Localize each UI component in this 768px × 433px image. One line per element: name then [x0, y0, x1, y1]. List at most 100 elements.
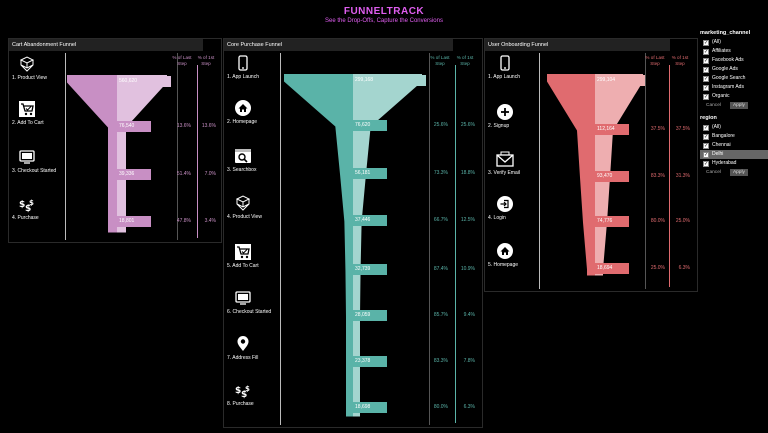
filter-option-label: (All) — [712, 39, 721, 45]
filter-option[interactable]: ✓ Google Ads — [700, 65, 768, 74]
filter-checkbox[interactable]: ✓ — [703, 124, 709, 131]
col-head-last-step: % of Last Step — [172, 55, 192, 66]
filter-cancel-button[interactable]: Cancel — [706, 170, 721, 175]
filter-option-label: Instagram Ads — [712, 84, 744, 90]
panel-title: Cart Abandonment Funnel — [9, 39, 203, 51]
pct-of-first-step: 7.0% — [204, 171, 216, 177]
checkout-icon — [19, 149, 35, 165]
filter-option-label: Google Ads — [712, 66, 738, 72]
stage-value-bar[interactable]: 74,776 — [595, 216, 629, 227]
home-icon — [235, 100, 251, 116]
page-title: FUNNELTRACK — [343, 6, 425, 17]
funnel-right-half — [353, 74, 422, 417]
pct-of-last-step: 80.0% — [650, 218, 665, 224]
stage-value-bar[interactable]: 18,698 — [353, 402, 387, 413]
stage-value-bar[interactable]: 23,378 — [353, 356, 387, 367]
stage-value-bar[interactable]: 28,059 — [353, 310, 387, 321]
filter-checkbox[interactable]: ✓ — [703, 160, 709, 167]
stage-value-bar[interactable]: 560,620 — [117, 76, 171, 87]
filter-option[interactable]: ✓ Affiliates — [700, 47, 768, 56]
filter-checkbox[interactable]: ✓ — [703, 84, 709, 91]
product-view-icon — [19, 56, 35, 72]
stage-label: 3. Checkout Started — [12, 168, 57, 174]
filter-apply-button[interactable]: Apply — [729, 102, 748, 109]
pct-of-last-step: 13.6% — [176, 123, 191, 129]
funnel-right-half — [117, 75, 167, 233]
panel-title: Core Purchase Funnel — [224, 39, 453, 51]
stage-label: 4. Product View — [227, 214, 262, 220]
pct-of-first-step: 13.6% — [201, 123, 216, 129]
stage-divider — [280, 53, 281, 425]
filter-checkbox[interactable]: ✓ — [703, 151, 709, 158]
stage-value-bar[interactable]: 39,336 — [117, 169, 151, 180]
funnel-divider — [177, 53, 178, 240]
stage-label: 3. Verify Email — [488, 170, 520, 176]
stage-value-bar[interactable]: 299,104 — [595, 75, 645, 86]
filter-option[interactable]: ✓ Hyderabad — [700, 159, 768, 168]
pct-divider — [455, 65, 456, 423]
pct-of-last-step: 25.6% — [433, 122, 448, 128]
filter-option-label: Chennai — [712, 142, 731, 148]
filter-option-label: Bangalore — [712, 133, 735, 139]
filter-checkbox[interactable]: ✓ — [703, 75, 709, 82]
page-header: FUNNELTRACK See the Drop-Offs, Capture t… — [0, 6, 768, 24]
stage-label: 2. Add To Cart — [12, 120, 44, 126]
filter-option[interactable]: ✓ (All) — [700, 38, 768, 47]
stage-value-bar[interactable]: 299,168 — [353, 75, 426, 86]
filter-apply-button[interactable]: Apply — [729, 169, 748, 176]
stage-label: 1. App Launch — [488, 74, 520, 80]
filter-cancel-button[interactable]: Cancel — [706, 103, 721, 108]
pct-of-last-step: 47.8% — [176, 218, 191, 224]
pct-divider — [669, 65, 670, 287]
stage-label: 3. Searchbox — [227, 167, 257, 173]
pct-of-first-step: 3.4% — [204, 218, 216, 224]
stage-value-bar[interactable]: 76,540 — [117, 121, 151, 132]
marketing-channel-filter: marketing_channel ✓ (All) ✓ Affiliates ✓ Faceb… — [700, 30, 768, 109]
filter-title: marketing_channel — [700, 30, 751, 36]
stage-divider — [539, 53, 540, 289]
pct-of-first-step: 25.6% — [460, 122, 475, 128]
money-icon: $ $ $ — [235, 382, 251, 400]
filter-checkbox[interactable]: ✓ — [703, 93, 709, 100]
filter-option[interactable]: ✓ (All) — [700, 123, 768, 132]
filter-checkbox[interactable]: ✓ — [703, 142, 709, 149]
pct-of-last-step: 85.7% — [433, 312, 448, 318]
stage-label: 2. Homepage — [227, 119, 258, 125]
funnel-left-half — [547, 74, 595, 276]
filter-checkbox[interactable]: ✓ — [703, 66, 709, 73]
plus-icon — [497, 104, 513, 120]
col-head-last-step: % of Last Step — [645, 55, 665, 66]
filter-checkbox[interactable]: ✓ — [703, 57, 709, 64]
stage-value-bar[interactable]: 112,164 — [595, 124, 629, 135]
funnel-chart — [67, 75, 167, 233]
stage-label: 8. Purchase — [227, 401, 254, 407]
pct-of-last-step: 51.4% — [176, 171, 191, 177]
filter-option[interactable]: ✓ Bangalore — [700, 132, 768, 141]
filter-option[interactable]: ✓ Facebook Ads — [700, 56, 768, 65]
stage-value-bar[interactable]: 56,181 — [353, 168, 387, 179]
filter-title: region — [700, 115, 717, 121]
phone-icon — [235, 55, 251, 71]
pct-of-last-step: 25.0% — [650, 265, 665, 271]
phone-icon — [497, 55, 513, 71]
filter-option[interactable]: ✓ Delhi — [700, 150, 768, 159]
stage-value-bar[interactable]: 37,446 — [353, 215, 387, 226]
filter-option[interactable]: ✓ Organic — [700, 92, 768, 101]
filter-checkbox[interactable]: ✓ — [703, 48, 709, 55]
stage-value-bar[interactable]: 93,470 — [595, 171, 629, 182]
stage-value-bar[interactable]: 18,694 — [595, 263, 629, 274]
funnel-chart — [284, 74, 422, 417]
filter-option[interactable]: ✓ Instagram Ads — [700, 83, 768, 92]
page-subtitle: See the Drop-Offs, Capture the Conversio… — [325, 18, 443, 24]
home-icon — [497, 243, 513, 259]
filter-option[interactable]: ✓ Chennai — [700, 141, 768, 150]
stage-value-bar[interactable]: 76,620 — [353, 120, 387, 131]
pct-of-first-step: 7.8% — [463, 358, 475, 364]
filter-checkbox[interactable]: ✓ — [703, 39, 709, 46]
stage-label: 4. Purchase — [12, 215, 39, 221]
stage-value-bar[interactable]: 18,801 — [117, 216, 151, 227]
stage-value-bar[interactable]: 32,739 — [353, 264, 387, 275]
filter-option[interactable]: ✓ Google Search — [700, 74, 768, 83]
pct-of-first-step: 18.8% — [460, 170, 475, 176]
filter-checkbox[interactable]: ✓ — [703, 133, 709, 140]
